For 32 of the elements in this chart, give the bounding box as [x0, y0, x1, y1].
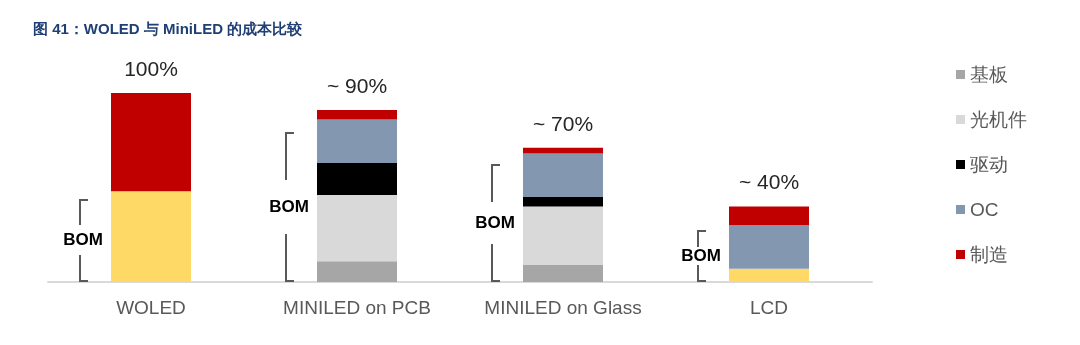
legend-label: 驱动 — [970, 154, 1008, 175]
annotation: BOM — [474, 212, 516, 233]
bar — [523, 264, 603, 282]
legend-label: 基板 — [970, 64, 1008, 85]
legend-label: 光机件 — [970, 109, 1027, 130]
bar — [729, 225, 809, 269]
annotation: BOM — [268, 197, 310, 218]
x-tick-label: MINILED on Glass — [484, 297, 642, 318]
annotation: BOM — [62, 230, 104, 251]
bar — [523, 153, 603, 197]
bar — [317, 195, 397, 262]
legend-label: OC — [970, 199, 999, 220]
bar — [523, 206, 603, 265]
x-tick-label: MINILED on PCB — [283, 297, 431, 318]
chart-title: 图 41：WOLED 与 MiniLED 的成本比较 — [33, 20, 304, 37]
x-tick-label: LCD — [749, 297, 789, 318]
annotation: BOM — [680, 245, 722, 266]
bar — [317, 119, 397, 163]
total-label: ~ 40% — [738, 170, 800, 194]
bar — [111, 191, 191, 282]
total-label: ~ 90% — [326, 74, 388, 98]
x-tick-label: WOLED — [116, 297, 186, 318]
bar — [317, 261, 397, 282]
bar — [729, 206, 809, 226]
bar — [523, 196, 603, 207]
legend-label: 制造 — [970, 244, 1008, 265]
bar — [317, 162, 397, 196]
bar — [729, 268, 809, 282]
total-label: ~ 70% — [532, 111, 594, 135]
total-label: 100% — [124, 57, 178, 80]
bar — [111, 93, 191, 192]
bar — [317, 110, 397, 120]
